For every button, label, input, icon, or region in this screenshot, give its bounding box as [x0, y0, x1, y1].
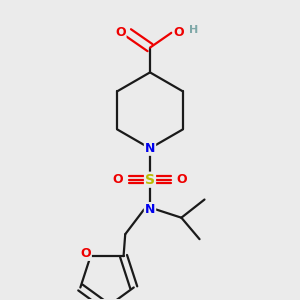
Text: S: S — [145, 173, 155, 187]
Text: O: O — [115, 26, 126, 39]
Text: H: H — [189, 25, 199, 35]
Text: O: O — [80, 247, 91, 260]
Text: O: O — [173, 26, 184, 39]
Text: N: N — [145, 203, 155, 216]
Text: O: O — [177, 173, 187, 186]
Text: O: O — [113, 173, 123, 186]
Text: N: N — [145, 142, 155, 155]
